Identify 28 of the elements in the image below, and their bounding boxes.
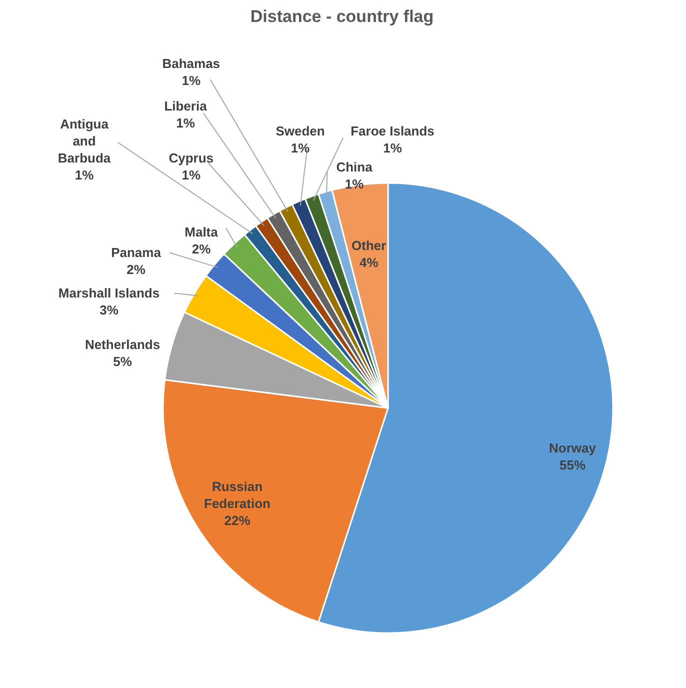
slice-label: Sweden — [276, 123, 325, 138]
slice-label: Marshall Islands — [58, 285, 160, 300]
data-label: 1% — [182, 72, 201, 88]
data-label: 22% — [224, 512, 251, 528]
slice-label: Russian Federation — [204, 478, 271, 511]
chart-title: Distance - country flag — [250, 7, 434, 26]
data-label: 1% — [182, 167, 201, 182]
data-label: 2% — [192, 242, 212, 256]
data-label: 5% — [113, 354, 132, 369]
slice-label: Antigua and Barbuda — [58, 116, 112, 166]
slice-label: Netherlands — [84, 337, 160, 352]
data-label: 4% — [359, 255, 379, 270]
slice-label: Faroe Islands — [350, 123, 434, 138]
slice-label: Bahamas — [162, 56, 220, 71]
slice-label: Other — [352, 238, 386, 253]
data-label: 1% — [383, 140, 402, 156]
data-label: 55% — [559, 458, 586, 472]
data-label: 1% — [74, 168, 94, 182]
data-label: 1% — [290, 140, 310, 156]
slice-label: Panama — [111, 244, 162, 260]
slice-label: Cyprus — [168, 150, 214, 166]
slice-label: Norway — [549, 440, 597, 456]
data-label: 3% — [100, 302, 119, 318]
slice-label: Liberia — [164, 98, 208, 114]
slice-label: Malta — [184, 224, 219, 240]
data-label: 1% — [176, 116, 196, 130]
slice-label: China — [336, 159, 374, 174]
data-label: 2% — [126, 262, 146, 277]
